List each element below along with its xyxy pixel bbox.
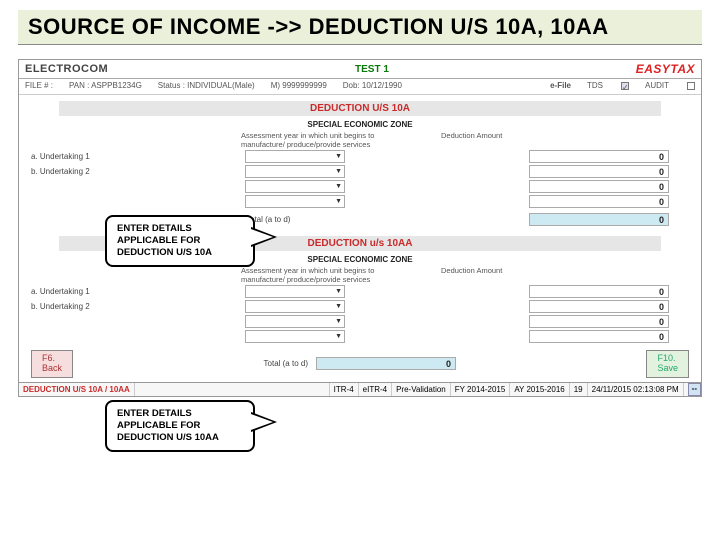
slide-title: SOURCE OF INCOME ->> DEDUCTION U/S 10A, … [18, 10, 702, 45]
info-row: FILE # : PAN : ASPPB1234G Status : INDIV… [19, 79, 701, 95]
callout-text: ENTER DETAILS APPLICABLE FOR DEDUCTION U… [117, 223, 212, 258]
chevron-down-icon: ▼ [335, 198, 342, 205]
row-10a-4: ▼ 0 [19, 194, 701, 209]
amount-field[interactable]: 0 [529, 180, 669, 193]
back-button[interactable]: F6. Back [31, 350, 73, 378]
status-num: 19 [570, 383, 588, 396]
save-button[interactable]: F10. Save [646, 350, 689, 378]
col-year-10a: Assessment year in which unit begins to … [231, 131, 401, 149]
row-10aa-3: ▼ 0 [19, 314, 701, 329]
status-ay: AY 2015-2016 [510, 383, 569, 396]
row-10aa-4: ▼ 0 [19, 329, 701, 344]
status-preval: Pre-Validation [392, 383, 451, 396]
app-header: ELECTROCOM TEST 1 EASYTAX [19, 60, 701, 79]
year-select[interactable]: ▼ [245, 150, 345, 163]
mobile: M) 9999999999 [271, 81, 327, 90]
total-amount-10aa: 0 [316, 357, 456, 370]
amount-field[interactable]: 0 [529, 330, 669, 343]
chevron-down-icon: ▼ [335, 183, 342, 190]
total-label-10aa: Total (a to d) [264, 359, 308, 368]
chevron-down-icon: ▼ [335, 288, 342, 295]
brand-center: TEST 1 [108, 64, 635, 75]
callout-10a: ENTER DETAILS APPLICABLE FOR DEDUCTION U… [105, 215, 255, 267]
section-10aa-colheads: Assessment year in which unit begins to … [19, 266, 701, 284]
amount-field[interactable]: 0 [529, 300, 669, 313]
amount-field[interactable]: 0 [529, 285, 669, 298]
efile-label: e-File [550, 81, 571, 90]
col-amt-10aa: Deduction Amount [401, 266, 689, 284]
total-amount-10a: 0 [529, 213, 669, 226]
audit-label: AUDIT [645, 81, 669, 90]
year-select[interactable]: ▼ [245, 180, 345, 193]
year-select[interactable]: ▼ [245, 165, 345, 178]
year-select[interactable]: ▼ [245, 285, 345, 298]
row-10aa-1: a. Undertaking 1 ▼ 0 [19, 284, 701, 299]
row-label: b. Undertaking 2 [31, 302, 231, 311]
callout-text: ENTER DETAILS APPLICABLE FOR DEDUCTION U… [117, 408, 219, 443]
year-select[interactable]: ▼ [245, 315, 345, 328]
chevron-down-icon: ▼ [335, 303, 342, 310]
dob: Dob: 10/12/1990 [343, 81, 402, 90]
chevron-down-icon: ▼ [335, 318, 342, 325]
audit-checkbox[interactable] [687, 82, 695, 90]
minimize-icon[interactable]: -- [688, 383, 701, 396]
section-10a-colheads: Assessment year in which unit begins to … [19, 131, 701, 149]
row-label: b. Undertaking 2 [31, 167, 231, 176]
amount-field[interactable]: 0 [529, 195, 669, 208]
status-itr: ITR-4 [330, 383, 359, 396]
status-datetime: 24/11/2015 02:13:08 PM [588, 383, 684, 396]
status: Status : INDIVIDUAL(Male) [158, 81, 255, 90]
amount-field[interactable]: 0 [529, 315, 669, 328]
year-select[interactable]: ▼ [245, 300, 345, 313]
col-year-10aa: Assessment year in which unit begins to … [231, 266, 401, 284]
year-select[interactable]: ▼ [245, 195, 345, 208]
callout-10aa: ENTER DETAILS APPLICABLE FOR DEDUCTION U… [105, 400, 255, 452]
row-10aa-2: b. Undertaking 2 ▼ 0 [19, 299, 701, 314]
tds-label: TDS [587, 81, 603, 90]
file-no: FILE # : [25, 81, 53, 90]
chevron-down-icon: ▼ [335, 168, 342, 175]
col-amt-10a: Deduction Amount [401, 131, 689, 149]
row-label: a. Undertaking 1 [31, 152, 231, 161]
pan: PAN : ASPPB1234G [69, 81, 142, 90]
row-label: a. Undertaking 1 [31, 287, 231, 296]
button-row: F6. Back Total (a to d) 0 F10. Save [19, 344, 701, 382]
chevron-down-icon: ▼ [335, 333, 342, 340]
row-10a-1: a. Undertaking 1 ▼ 0 [19, 149, 701, 164]
status-bar: DEDUCTION U/S 10A / 10AA ITR-4 eITR-4 Pr… [19, 382, 701, 396]
row-10a-3: ▼ 0 [19, 179, 701, 194]
status-fy: FY 2014-2015 [451, 383, 511, 396]
amount-field[interactable]: 0 [529, 165, 669, 178]
section-10a-subtitle: SPECIAL ECONOMIC ZONE [19, 120, 701, 129]
year-select[interactable]: ▼ [245, 330, 345, 343]
chevron-down-icon: ▼ [335, 153, 342, 160]
amount-field[interactable]: 0 [529, 150, 669, 163]
row-10a-2: b. Undertaking 2 ▼ 0 [19, 164, 701, 179]
brand-left: ELECTROCOM [25, 63, 108, 75]
status-left: DEDUCTION U/S 10A / 10AA [19, 383, 135, 396]
status-eitr: eITR-4 [359, 383, 392, 396]
tds-checkbox[interactable]: ✓ [621, 82, 629, 90]
section-10a-title: DEDUCTION U/S 10A [59, 101, 661, 116]
brand-right: EASYTAX [636, 62, 695, 76]
